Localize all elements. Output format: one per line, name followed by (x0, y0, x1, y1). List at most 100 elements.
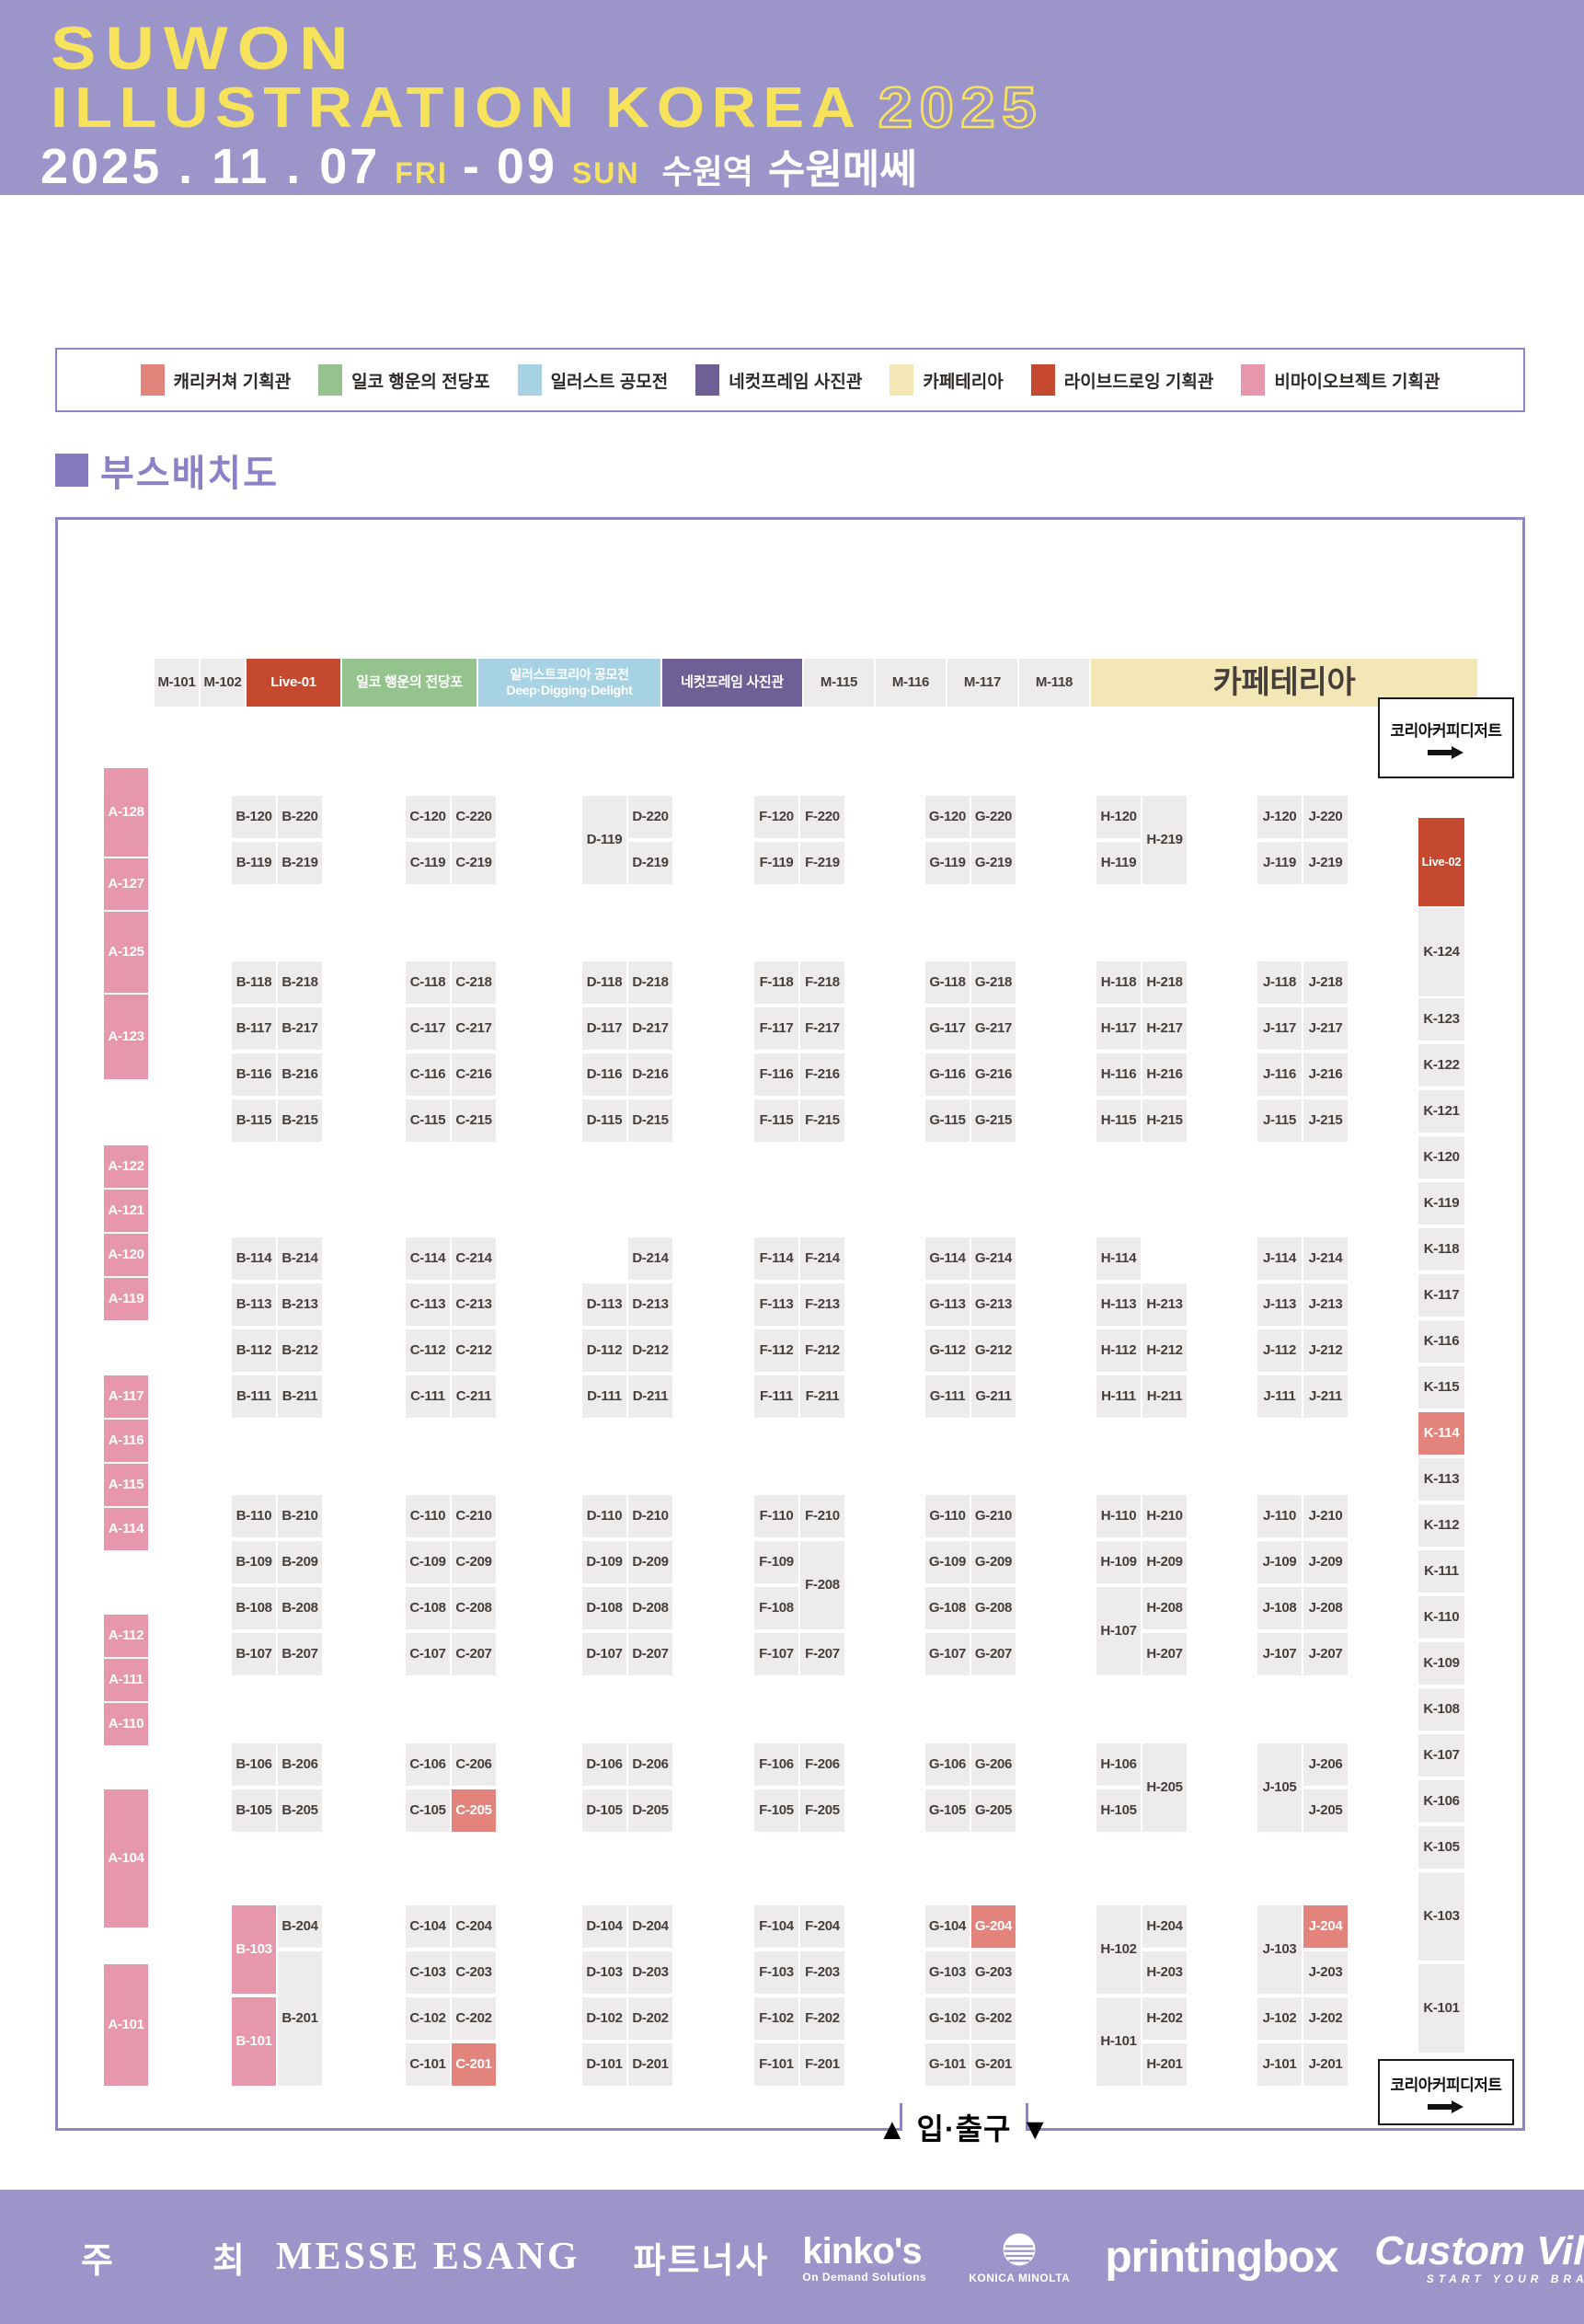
booth-cell: G-103 (925, 1951, 970, 1994)
booth-cell: J-115 (1257, 1099, 1302, 1142)
booth-cell: K-121 (1418, 1090, 1464, 1133)
booth-cell: J-220 (1303, 796, 1348, 838)
title-line1: SUWON (51, 14, 358, 82)
booth-cell: D-105 (582, 1789, 626, 1832)
booth-cell: J-210 (1303, 1495, 1348, 1537)
booth-cell: B-112 (232, 1329, 276, 1372)
day-end: SUN (571, 156, 640, 190)
custom-village-logo: Custom Village START YOUR BRAND (1374, 2228, 1584, 2285)
booth-cell: C-205 (452, 1789, 496, 1832)
booth-cell: H-208 (1142, 1587, 1187, 1629)
booth-cell: J-208 (1303, 1587, 1348, 1629)
booth-cell: F-201 (800, 2043, 844, 2086)
booth-cell: J-113 (1257, 1283, 1302, 1326)
booth-cell: F-115 (754, 1099, 798, 1142)
entrance-exit-label: ▲ 입·출구 ▼ (877, 2112, 1051, 2146)
booth-cell: F-104 (754, 1905, 798, 1948)
booth-cell: D-206 (628, 1743, 672, 1786)
booth-cell: C-201 (452, 2043, 496, 2086)
booth-cell: D-110 (582, 1495, 626, 1537)
booth-cell: H-116 (1096, 1053, 1141, 1096)
booth-cell: G-202 (971, 1997, 1016, 2040)
booth-cell: A-123 (104, 995, 148, 1079)
booth-cell: B-214 (278, 1237, 322, 1280)
booth-cell: F-204 (800, 1905, 844, 1948)
host-label-2: 최 (212, 2241, 247, 2281)
booth-cell: C-120 (406, 796, 450, 838)
booth-cell: G-105 (925, 1789, 970, 1832)
booth-cell: K-123 (1418, 998, 1464, 1041)
booth-cell: J-211 (1303, 1375, 1348, 1418)
booth-cell: C-119 (406, 842, 450, 884)
booth-cell: G-215 (971, 1099, 1016, 1142)
entrance-tick-left (900, 2103, 902, 2131)
arrow-right-icon (1428, 745, 1464, 759)
booth-cell: C-220 (452, 796, 496, 838)
section-title-text: 부스배치도 (100, 454, 279, 494)
booth-cell: F-120 (754, 796, 798, 838)
poster-header: SUWON ILLUSTRATION KOREA 2025 2025 . 11 .… (0, 0, 1584, 195)
booth-cell: B-119 (232, 842, 276, 884)
booth-cell: A-101 (104, 1964, 148, 2086)
coffee-sign-bottom: 코리아커피디저트 (1378, 2059, 1514, 2125)
booth-cell: G-116 (925, 1053, 970, 1096)
entrance-border-gap (900, 2126, 1028, 2132)
booth-cell: D-118 (582, 961, 626, 1004)
booth-cell: F-207 (800, 1633, 844, 1675)
booth-cell: G-107 (925, 1633, 970, 1675)
venue-station: 수원역 (661, 153, 753, 190)
booth-cell: G-110 (925, 1495, 970, 1537)
booth-cell: J-218 (1303, 961, 1348, 1004)
booth-cell: F-202 (800, 1997, 844, 2040)
booth-cell: H-207 (1142, 1633, 1187, 1675)
title-year-outline: 2025 (877, 75, 1044, 142)
section-title-square (55, 454, 88, 487)
booth-cell: A-119 (104, 1278, 148, 1320)
legend-color-chip (890, 364, 914, 396)
booth-cell: C-218 (452, 961, 496, 1004)
booth-cell: J-213 (1303, 1283, 1348, 1326)
booth-cell: B-106 (232, 1743, 276, 1786)
booth-cell: A-128 (104, 768, 148, 857)
booth-cell: H-114 (1096, 1237, 1141, 1280)
booth-cell: F-102 (754, 1997, 798, 2040)
booth-cell: B-212 (278, 1329, 322, 1372)
booth-cell: D-220 (628, 796, 672, 838)
legend-item-label: 일러스트 공모전 (550, 372, 669, 392)
booth-cell: G-115 (925, 1099, 970, 1142)
booth-cell: J-207 (1303, 1633, 1348, 1675)
booth-cell: F-109 (754, 1541, 798, 1583)
booth-cell: C-217 (452, 1007, 496, 1050)
booth-cell: H-203 (1142, 1951, 1187, 1994)
booth-cell: C-107 (406, 1633, 450, 1675)
booth-cell: D-201 (628, 2043, 672, 2086)
booth-cell: Live-01 (247, 659, 340, 707)
booth-cell: G-119 (925, 842, 970, 884)
booth-cell: G-209 (971, 1541, 1016, 1583)
booth-cell: H-107 (1096, 1587, 1141, 1675)
booth-cell: K-124 (1418, 908, 1464, 996)
booth-cell: G-212 (971, 1329, 1016, 1372)
booth-cell: B-204 (278, 1905, 322, 1948)
booth-cell: H-210 (1142, 1495, 1187, 1537)
booth-cell: G-109 (925, 1541, 970, 1583)
booth-cell: D-207 (628, 1633, 672, 1675)
booth-cell: H-209 (1142, 1541, 1187, 1583)
booth-cell: K-119 (1418, 1182, 1464, 1225)
booth-cell: B-110 (232, 1495, 276, 1537)
booth-cell: B-217 (278, 1007, 322, 1050)
booth-cell: C-113 (406, 1283, 450, 1326)
booth-cell: F-210 (800, 1495, 844, 1537)
booth-cell: F-215 (800, 1099, 844, 1142)
booth-cell: F-206 (800, 1743, 844, 1786)
booth-cell: G-211 (971, 1375, 1016, 1418)
booth-cell: D-214 (628, 1237, 672, 1280)
booth-cell: A-115 (104, 1464, 148, 1506)
legend-item: 네컷프레임 사진관 (695, 364, 862, 396)
booth-cell: C-116 (406, 1053, 450, 1096)
booth-cell: F-212 (800, 1329, 844, 1372)
booth-cell: D-103 (582, 1951, 626, 1994)
booth-cell: F-113 (754, 1283, 798, 1326)
booth-cell: K-105 (1418, 1826, 1464, 1869)
legend-item: 카페테리아 (890, 364, 1004, 396)
